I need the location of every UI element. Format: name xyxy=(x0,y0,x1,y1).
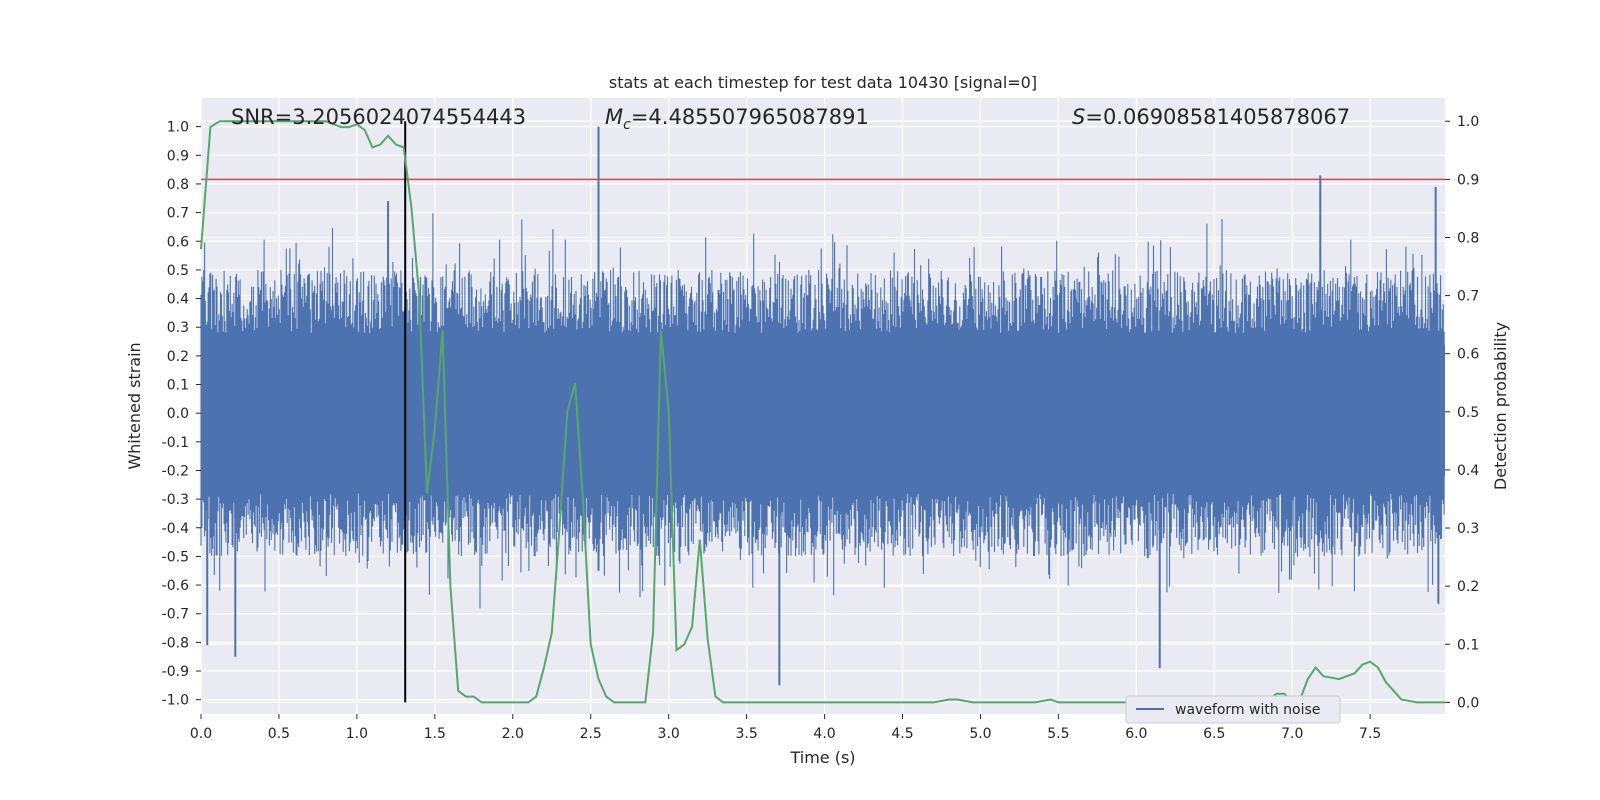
x-tick-label: 3.5 xyxy=(735,726,757,742)
x-tick-label: 0.5 xyxy=(268,726,290,742)
x-tick-label: 4.5 xyxy=(891,726,913,742)
y-tick-label: 0.8 xyxy=(167,177,189,193)
y-axis-label: Whitened strain xyxy=(125,342,144,469)
x-tick-label: 7.5 xyxy=(1359,726,1381,742)
chirp-mass-value: =4.485507965087891 xyxy=(631,105,869,129)
legend-label: waveform with noise xyxy=(1175,702,1320,718)
chart-title: stats at each timestep for test data 104… xyxy=(609,73,1037,92)
y-tick-label: 1.0 xyxy=(167,120,189,136)
y2-tick-label: 1.0 xyxy=(1457,114,1479,130)
score-annotation: S=0.06908581405878067 xyxy=(1072,105,1350,129)
y2-axis: 1.0 0.9 0.8 0.7 0.6 0.5 0.4 0.3 0.2 0.1 0.0 xyxy=(1445,114,1479,711)
y-tick-label: 0.3 xyxy=(167,320,189,336)
x-tick-label: 5.0 xyxy=(969,726,991,742)
y-tick-label: 0.9 xyxy=(167,148,189,164)
x-tick-label: 7.0 xyxy=(1281,726,1303,742)
y-tick-label: 0.1 xyxy=(167,378,189,394)
y2-tick-label: 0.8 xyxy=(1457,230,1479,246)
x-tick-label: 5.5 xyxy=(1047,726,1069,742)
x-tick-label: 4.0 xyxy=(813,726,835,742)
x-tick-label: 6.0 xyxy=(1125,726,1147,742)
y-tick-label: -0.7 xyxy=(162,607,189,623)
x-tick-label: 6.5 xyxy=(1203,726,1225,742)
chirp-mass-symbol: M xyxy=(605,105,623,129)
y-tick-label: -0.6 xyxy=(162,578,189,594)
x-tick-label: 1.5 xyxy=(424,726,446,742)
waveform-series xyxy=(200,126,1445,686)
y-tick-label: -0.9 xyxy=(162,664,189,680)
chirp-mass-annotation: Mc=4.485507965087891 xyxy=(605,105,869,133)
y2-tick-label: 0.4 xyxy=(1457,463,1479,479)
y-tick-label: 0.4 xyxy=(167,292,189,308)
chirp-mass-subscript: c xyxy=(623,117,631,133)
y-tick-label: -0.5 xyxy=(162,549,189,565)
y2-tick-label: 0.7 xyxy=(1457,289,1479,305)
y-tick-label: -1.0 xyxy=(162,693,189,709)
y-tick-label: 0.5 xyxy=(167,263,189,279)
x-tick-label: 1.0 xyxy=(346,726,368,742)
y-tick-label: 0.6 xyxy=(167,234,189,250)
score-value: =0.06908581405878067 xyxy=(1085,105,1350,129)
y-tick-label: -0.3 xyxy=(162,492,189,508)
y-tick-label: 0.2 xyxy=(167,349,189,365)
x-tick-label: 2.5 xyxy=(580,726,602,742)
y-tick-label: 0.0 xyxy=(167,406,189,422)
x-tick-label: 0.0 xyxy=(190,726,212,742)
y2-tick-label: 0.2 xyxy=(1457,579,1479,595)
y-tick-label: 0.7 xyxy=(167,206,189,222)
y-tick-label: -0.4 xyxy=(162,521,189,537)
y2-tick-label: 0.5 xyxy=(1457,405,1479,421)
waveform-line xyxy=(200,213,1445,609)
y2-tick-label: 0.0 xyxy=(1457,695,1479,711)
x-axis-label: Time (s) xyxy=(789,748,855,767)
x-axis: 0.0 0.5 1.0 1.5 2.0 2.5 3.0 3.5 4.0 4.5 5.0 5.5 6.0 6… xyxy=(190,714,1381,742)
legend: waveform with noise xyxy=(1125,695,1341,724)
y2-tick-label: 0.3 xyxy=(1457,521,1479,537)
y2-axis-label: Detection probability xyxy=(1491,322,1510,490)
y-axis: 1.0 0.9 0.8 0.7 0.6 0.5 0.4 0.3 0.2 0.1 0.0 -0.1 -0.… xyxy=(162,120,201,709)
snr-annotation: SNR=3.2056024074554443 xyxy=(231,105,526,129)
x-tick-label: 3.0 xyxy=(658,726,680,742)
x-tick-label: 2.0 xyxy=(502,726,524,742)
score-symbol: S xyxy=(1072,105,1085,129)
y-tick-label: -0.2 xyxy=(162,463,189,479)
y-tick-label: -0.1 xyxy=(162,435,189,451)
legend-box xyxy=(1125,695,1341,724)
y2-tick-label: 0.6 xyxy=(1457,347,1479,363)
y2-tick-label: 0.1 xyxy=(1457,637,1479,653)
y-tick-label: -0.8 xyxy=(162,635,189,651)
y2-tick-label: 0.9 xyxy=(1457,172,1479,188)
